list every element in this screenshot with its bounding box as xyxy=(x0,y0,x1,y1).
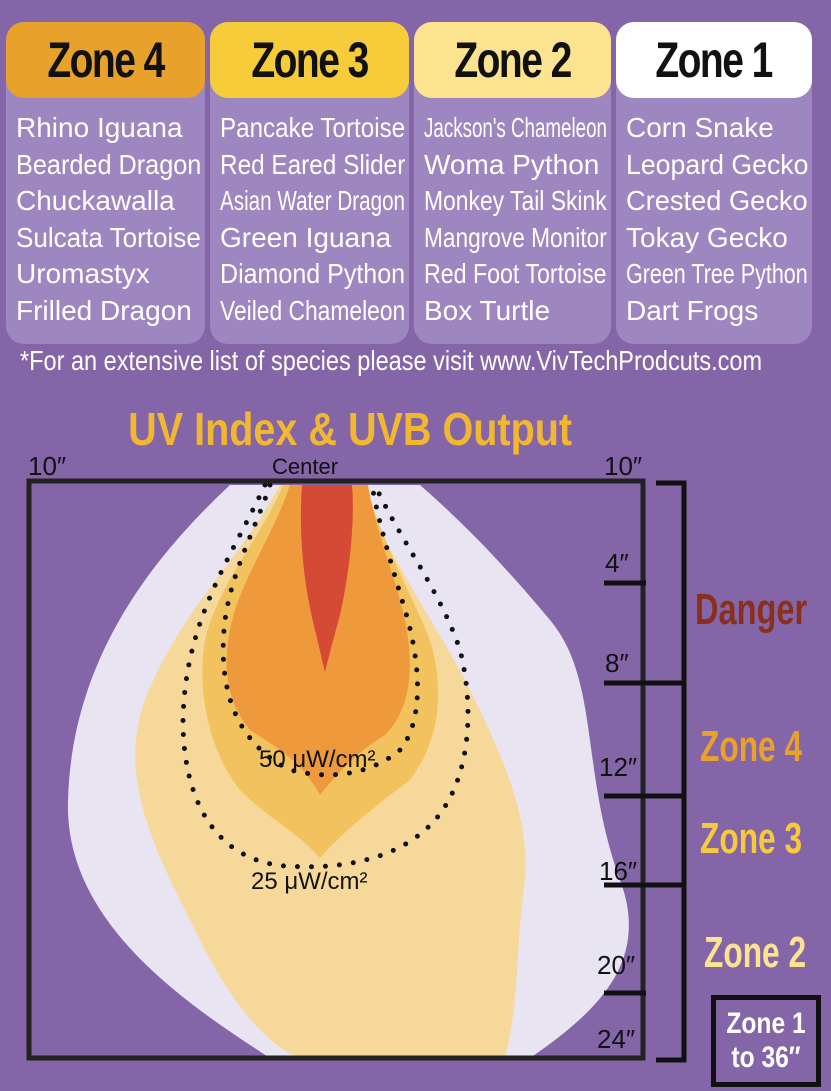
species-item: Bearded Dragon xyxy=(16,148,202,180)
tick-label: 8″ xyxy=(605,648,629,678)
left-edge-label: 10″ xyxy=(28,451,67,481)
tick-label: 12″ xyxy=(599,752,638,782)
zone-header-3: Zone 3 xyxy=(210,22,409,98)
species-list-zone-1: Corn Snake Leopard Gecko Crested Gecko T… xyxy=(626,110,808,330)
side-label-danger: Danger xyxy=(695,585,808,634)
side-label-zone-4: Zone 4 xyxy=(700,722,803,771)
diagram-title: UV Index & UVB Output xyxy=(128,403,572,455)
center-label: Center xyxy=(272,454,339,479)
tick-label: 4″ xyxy=(605,548,629,578)
distance-scale xyxy=(604,480,687,1063)
species-item: Pancake Tortoise xyxy=(220,112,406,143)
species-item: Diamond Python xyxy=(220,258,406,290)
contour-50 xyxy=(220,482,420,778)
species-item: Frilled Dragon xyxy=(16,294,192,326)
species-item: Crested Gecko xyxy=(626,185,808,217)
side-label-zone-3: Zone 3 xyxy=(700,814,803,863)
tick-label: 16″ xyxy=(599,856,638,886)
tick-label: 20″ xyxy=(597,950,636,980)
contour-label-inner: 50 μW/cm² xyxy=(259,746,376,773)
zone-card-3: Zone 3 Pancake Tortoise Red Eared Slider… xyxy=(210,22,409,344)
species-item: Corn Snake xyxy=(626,112,774,143)
species-item: Tokay Gecko xyxy=(626,221,788,253)
zone1-box: Zone 1 to 36″ xyxy=(711,995,821,1087)
footnote: *For an extensive list of species please… xyxy=(20,345,763,376)
zone-card-1: Zone 1 Corn Snake Leopard Gecko Crested … xyxy=(616,22,812,344)
zone-header-2: Zone 2 xyxy=(414,22,611,98)
zone-title-3: Zone 3 xyxy=(251,32,369,88)
danger-core xyxy=(300,485,353,672)
tick-label: 24″ xyxy=(597,1024,636,1054)
chart-frame xyxy=(26,478,646,1061)
species-item: Sulcata Tortoise xyxy=(16,221,201,253)
zone-title-2: Zone 2 xyxy=(454,32,572,88)
zone-title-4: Zone 4 xyxy=(47,32,165,88)
species-item: Chuckawalla xyxy=(16,185,175,217)
right-edge-label: 10″ xyxy=(604,451,643,481)
zone-title-1: Zone 1 xyxy=(655,32,774,88)
species-item: Dart Frogs xyxy=(626,294,759,326)
species-list-zone-3: Pancake Tortoise Red Eared Slider Asian … xyxy=(220,110,405,330)
side-label-zone-2: Zone 2 xyxy=(704,928,807,977)
contour-label-outer: 25 μW/cm² xyxy=(251,868,368,895)
species-item: Box Turtle xyxy=(424,294,551,326)
zone-card-2: Zone 2 Jackson's Chameleon Woma Python M… xyxy=(414,22,611,344)
species-list-zone-4: Rhino Iguana Bearded Dragon Chuckawalla … xyxy=(16,110,201,330)
species-list-zone-2: Jackson's Chameleon Woma Python Monkey T… xyxy=(424,110,607,330)
species-item: Leopard Gecko xyxy=(626,148,809,180)
zone-card-4: Zone 4 Rhino Iguana Bearded Dragon Chuck… xyxy=(6,22,205,344)
species-item: Uromastyx xyxy=(16,258,150,290)
species-item: Rhino Iguana xyxy=(16,112,183,143)
species-item: Red Eared Slider xyxy=(220,148,406,180)
species-item: Green Iguana xyxy=(220,221,392,253)
zone-header-4: Zone 4 xyxy=(6,22,205,98)
species-item: Woma Python xyxy=(424,148,600,180)
zone-header-1: Zone 1 xyxy=(616,22,812,98)
